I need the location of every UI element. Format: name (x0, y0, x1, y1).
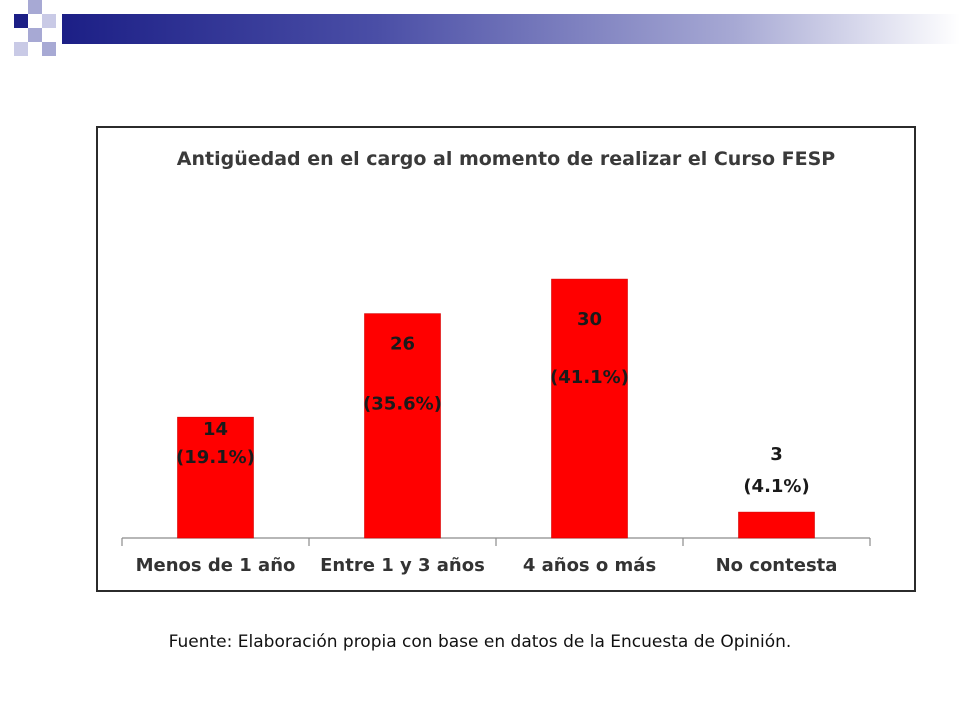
chart-title: Antigüedad en el cargo al momento de rea… (176, 148, 836, 170)
bar-2 (364, 313, 441, 539)
bar-percent-label: (4.1%) (743, 476, 809, 497)
bar-chart: 14 (19.1%) Menos de 1 año 26 (35.6%) Entre 1 … (121, 278, 871, 576)
header-square-light (28, 28, 42, 42)
bar-1 (177, 416, 254, 539)
bar-value-label: 3 (770, 444, 783, 465)
bar-value-label: 14 (203, 419, 228, 440)
header-square-light (42, 42, 56, 56)
slide-header-decoration (0, 0, 960, 60)
header-square-mid (42, 14, 56, 28)
chart-frame: Antigüedad en el cargo al momento de rea… (96, 126, 916, 592)
source-note: Fuente: Elaboración propia con base en d… (168, 632, 792, 652)
bar-value-label: 26 (390, 334, 415, 355)
category-label: 4 años o más (523, 555, 656, 576)
bar-4 (738, 511, 815, 539)
bar-value-label: 30 (577, 309, 602, 330)
category-label: Entre 1 y 3 años (320, 555, 485, 576)
header-square-mid (14, 42, 28, 56)
bar-percent-label: (19.1%) (176, 447, 255, 468)
header-gradient-bar (62, 14, 960, 44)
category-label: Menos de 1 año (136, 555, 296, 576)
header-square-light (28, 0, 42, 14)
header-square-dark (14, 14, 28, 28)
bar-percent-label: (35.6%) (363, 394, 442, 415)
bar-percent-label: (41.1%) (550, 367, 629, 388)
category-label: No contesta (716, 555, 838, 576)
bar-3 (551, 278, 628, 539)
